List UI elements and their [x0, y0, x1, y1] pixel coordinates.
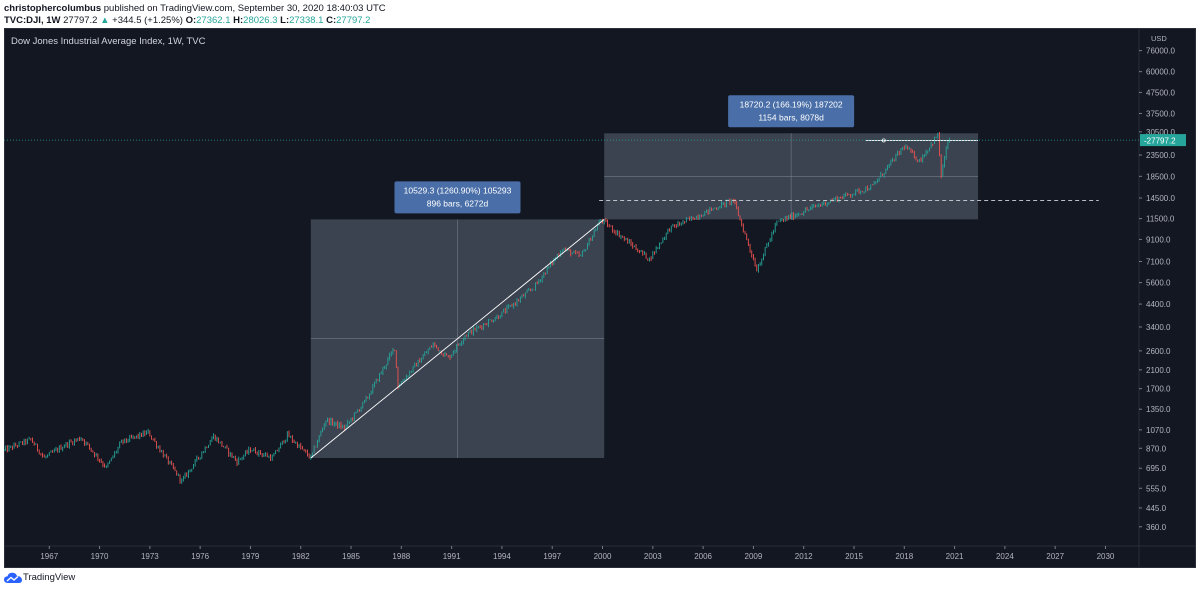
time-tick-label: 2024 — [996, 552, 1014, 561]
time-tick-label: 2006 — [694, 552, 712, 561]
time-tick-label: 1985 — [342, 552, 360, 561]
price-change: +344.5 (+1.25%) — [112, 15, 183, 26]
time-tick-label: 2027 — [1046, 552, 1064, 561]
price-tick-label: 23500.0 — [1146, 151, 1175, 160]
range-2-label-box — [728, 95, 855, 128]
close-label: C: — [326, 15, 337, 26]
range-1-label: 10529.3 (1260.90%) 105293 — [404, 185, 512, 195]
range-2-label: 18720.2 (166.19%) 187202 — [740, 99, 843, 109]
currency-label: USD — [1151, 34, 1167, 43]
price-tick-label: 870.0 — [1146, 444, 1167, 453]
high-label: H: — [233, 15, 244, 26]
line-handle-icon — [881, 138, 886, 143]
price-tick-label: 7100.0 — [1146, 258, 1171, 267]
price-tick-label: 11500.0 — [1146, 215, 1175, 224]
candles-group — [4, 132, 951, 484]
price-tick-label: 47500.0 — [1146, 88, 1175, 97]
price-tick-label: 9100.0 — [1146, 235, 1171, 244]
price-tick-label: 445.0 — [1146, 504, 1167, 513]
publish-header: christophercolumbus published on Trading… — [0, 0, 1200, 28]
price-tick-label: 30500.0 — [1146, 128, 1175, 137]
time-tick-label: 1967 — [40, 552, 58, 561]
price-tick-label: 3400.0 — [1146, 323, 1171, 332]
price-tick-label: 14500.0 — [1146, 194, 1175, 203]
price-tick-label: 2600.0 — [1146, 347, 1171, 356]
price-tick-label: 1700.0 — [1146, 385, 1171, 394]
close-value: 27797.2 — [336, 15, 371, 26]
trend-line — [310, 219, 605, 459]
open-label: O: — [185, 15, 197, 26]
price-tick-label: 555.0 — [1146, 484, 1167, 493]
time-tick-label: 1994 — [493, 552, 511, 561]
chart-title: Dow Jones Industrial Average Index, 1W, … — [11, 36, 206, 47]
price-tick-label: 60000.0 — [1146, 68, 1175, 77]
time-tick-label: 2012 — [795, 552, 813, 561]
time-tick-label: 1970 — [91, 552, 109, 561]
price-tick-label: 360.0 — [1146, 523, 1167, 532]
time-tick-label: 1982 — [292, 552, 310, 561]
price-tick-label: 1350.0 — [1146, 405, 1171, 414]
time-tick-label: 2021 — [946, 552, 964, 561]
price-tick-label: 695.0 — [1146, 464, 1167, 473]
low-value: 27338.1 — [289, 15, 324, 26]
open-value: 27362.1 — [196, 15, 231, 26]
last-price: 27797.2 — [63, 15, 98, 26]
time-tick-label: 2003 — [644, 552, 662, 561]
range-1-sublabel: 896 bars, 6272d — [427, 198, 489, 208]
time-tick-label: 2030 — [1097, 552, 1115, 561]
time-tick-label: 1976 — [191, 552, 209, 561]
time-tick-label: 2000 — [594, 552, 612, 561]
price-tick-label: 1070.0 — [1146, 426, 1171, 435]
time-tick-label: 1973 — [141, 552, 159, 561]
price-tick-label: 5600.0 — [1146, 279, 1171, 288]
up-arrow-icon: ▲ — [100, 15, 110, 26]
time-tick-label: 2009 — [745, 552, 763, 561]
publish-info: christophercolumbus published on Trading… — [4, 3, 386, 14]
quote-line: TVC:DJI, 1W 27797.2 ▲ +344.5 (+1.25%) O:… — [4, 15, 370, 26]
time-tick-label: 1997 — [543, 552, 561, 561]
high-value: 28026.3 — [243, 15, 278, 26]
tradingview-brand[interactable]: TradingView — [23, 572, 76, 583]
low-label: L: — [280, 15, 290, 26]
tradingview-cloud-icon[interactable] — [4, 572, 22, 584]
range-1-label-box — [394, 181, 521, 214]
last-price-tag-label: -27797.2 — [1144, 137, 1176, 146]
time-tick-label: 2015 — [845, 552, 863, 561]
publish-date: published on TradingView.com, September … — [103, 3, 386, 14]
time-tick-label: 1988 — [392, 552, 410, 561]
price-tick-label: 76000.0 — [1146, 47, 1175, 56]
time-tick-label: 1979 — [242, 552, 260, 561]
price-tick-label: 37500.0 — [1146, 109, 1175, 118]
price-tick-label: 18500.0 — [1146, 172, 1175, 181]
price-chart[interactable]: 76000.0 60000.0 47500.0 37500.0 30500.0 23500… — [4, 28, 1196, 568]
time-tick-label: 1991 — [443, 552, 461, 561]
symbol-label: TVC:DJI, 1W — [4, 15, 61, 26]
author-name[interactable]: christophercolumbus — [4, 3, 102, 14]
time-tick-label: 2018 — [895, 552, 913, 561]
price-tick-label: 4400.0 — [1146, 300, 1171, 309]
footer — [0, 568, 1200, 589]
range-2-sublabel: 1154 bars, 8078d — [758, 112, 824, 122]
last-price-tag — [1140, 134, 1186, 147]
price-tick-label: 2100.0 — [1146, 366, 1171, 375]
